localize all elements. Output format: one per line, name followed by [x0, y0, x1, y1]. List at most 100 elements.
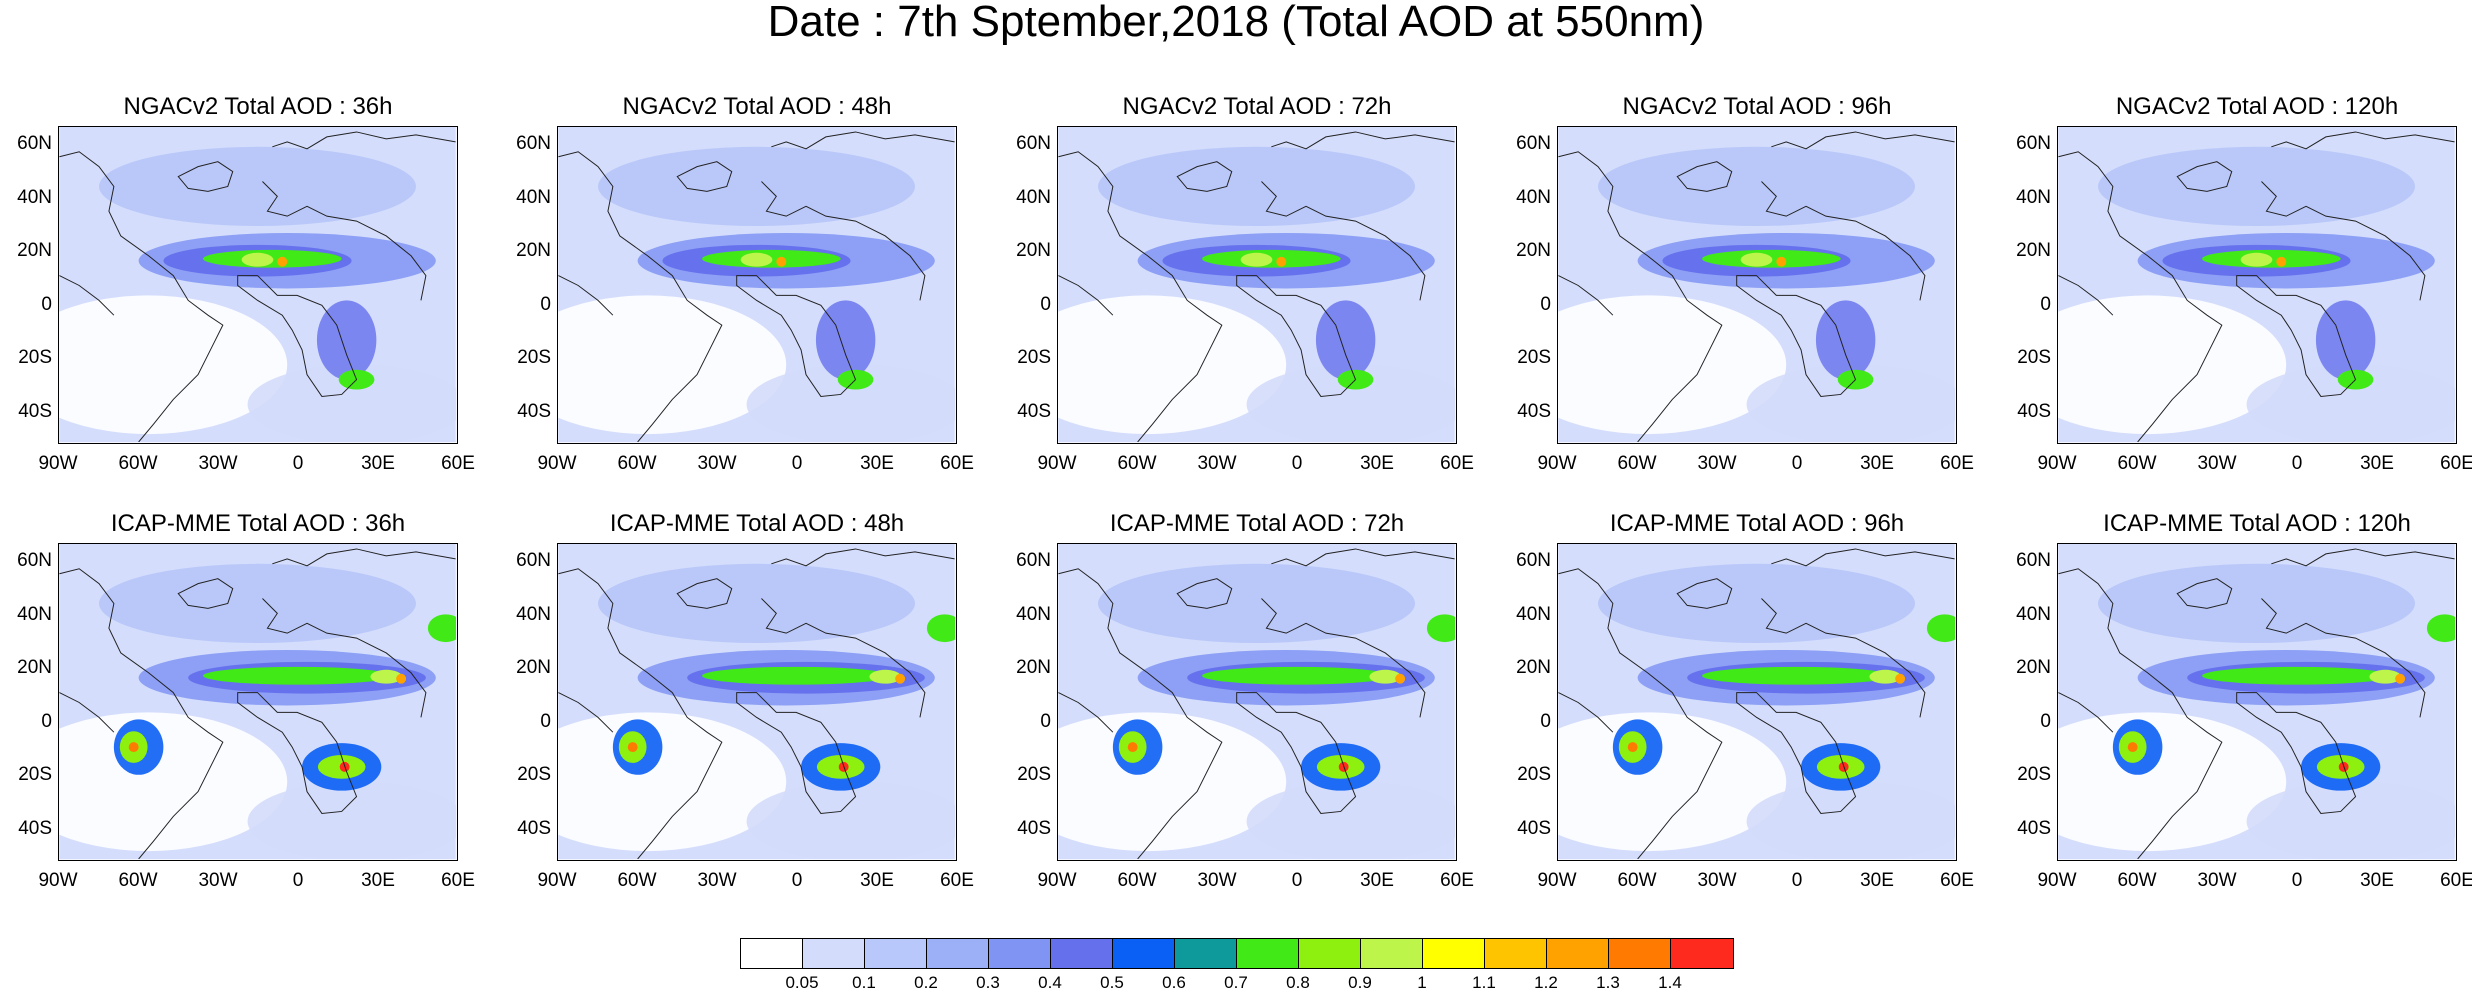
- lat-tick-label: 40N: [1516, 603, 1551, 625]
- lon-tick-label: 0: [292, 870, 304, 891]
- lat-tick-label: 0: [41, 293, 52, 315]
- lon-tick-label: 30W: [697, 870, 737, 891]
- lon-tick-label: 60E: [441, 870, 475, 891]
- map-panel: ICAP-MME Total AOD : 120h 60N 40N 20N 0 20S 40…: [2016, 509, 2472, 924]
- lon-tick-label: 60W: [1617, 453, 1657, 474]
- colorbar-label: 0.7: [1224, 973, 1248, 992]
- colorbar-label: 0.9: [1348, 973, 1372, 992]
- panel-title: ICAP-MME Total AOD : 48h: [609, 510, 905, 537]
- lon-tick-label: 30W: [697, 453, 737, 474]
- colorbar-label: 1.3: [1596, 973, 1620, 992]
- lon-tick-label: 60W: [118, 870, 158, 891]
- colorbar-swatch: [1671, 939, 1733, 968]
- colorbar-swatch: [1609, 939, 1671, 968]
- panel-title: ICAP-MME Total AOD : 36h: [110, 510, 406, 537]
- colorbar-label: 1: [1417, 973, 1427, 992]
- lon-tick-label: 30W: [198, 453, 238, 474]
- lon-tick-label: 30W: [1197, 870, 1237, 891]
- colorbar: [740, 938, 1734, 969]
- lat-tick-label: 60N: [17, 550, 52, 571]
- lon-tick-label: 30E: [860, 453, 894, 474]
- lat-tick-label: 40S: [1517, 400, 1551, 422]
- lon-tick-label: 60W: [118, 453, 158, 474]
- aod-map: [2057, 126, 2457, 444]
- aod-map-svg: [1058, 127, 1455, 442]
- lat-tick-label: 40S: [1017, 400, 1051, 422]
- lat-tick-label: 20N: [516, 657, 551, 678]
- lon-tick-label: 0: [791, 453, 803, 474]
- colorbar-label: 0.3: [976, 973, 1000, 992]
- lon-tick-label: 90W: [38, 870, 78, 891]
- colorbar-swatch: [1547, 939, 1609, 968]
- aod-map: [2057, 543, 2457, 861]
- lon-tick-label: 0: [2291, 870, 2303, 891]
- lon-tick-label: 60E: [2440, 453, 2472, 474]
- colorbar-swatch: [1175, 939, 1237, 968]
- lon-tick-label: 60E: [441, 453, 475, 474]
- lon-tick-label: 30W: [2197, 870, 2237, 891]
- lon-tick-label: 0: [2291, 453, 2303, 474]
- lon-tick-label: 30E: [2360, 453, 2394, 474]
- lat-tick-label: 20N: [2016, 657, 2051, 678]
- lat-tick-label: 40N: [1016, 603, 1051, 625]
- lon-tick-label: 60E: [2440, 870, 2472, 891]
- aod-map-svg: [558, 127, 955, 442]
- panel-title: ICAP-MME Total AOD : 120h: [2103, 510, 2411, 537]
- map-panel: NGACv2 Total AOD : 36h 60N 40N 20N 0 20S 40S 90…: [17, 92, 475, 507]
- lat-tick-label: 60N: [516, 133, 551, 154]
- lon-tick-label: 60W: [1117, 453, 1157, 474]
- colorbar-labels: 0.05 0.1 0.2 0.3 0.4 0.5 0.6 0.7 0.8 0.9 1 1.1 1.2 1.…: [740, 973, 1732, 995]
- panel-title: ICAP-MME Total AOD : 72h: [1109, 510, 1405, 537]
- panel-title: ICAP-MME Total AOD : 96h: [1609, 510, 1905, 537]
- lat-tick-label: 60N: [17, 133, 52, 154]
- lat-tick-label: 20S: [1517, 764, 1551, 785]
- aod-map: [1557, 543, 1957, 861]
- lon-tick-label: 60E: [940, 870, 974, 891]
- panel-title: NGACv2 Total AOD : 36h: [123, 93, 393, 120]
- lon-tick-label: 0: [292, 453, 304, 474]
- lat-tick-label: 20N: [17, 240, 52, 261]
- lon-tick-label: 0: [1291, 453, 1303, 474]
- colorbar-swatch: [1423, 939, 1485, 968]
- lat-tick-label: 40S: [18, 817, 52, 839]
- aod-map-svg: [1558, 127, 1955, 442]
- lat-tick-label: 20S: [2017, 347, 2051, 368]
- lon-tick-label: 90W: [1037, 453, 1077, 474]
- colorbar-swatch: [803, 939, 865, 968]
- panel-title: NGACv2 Total AOD : 72h: [1122, 93, 1392, 120]
- aod-map: [1557, 126, 1957, 444]
- lon-tick-label: 60E: [1440, 453, 1474, 474]
- lat-tick-label: 40N: [2016, 186, 2051, 208]
- lat-tick-label: 20S: [1517, 347, 1551, 368]
- lon-tick-label: 30E: [1360, 870, 1394, 891]
- colorbar-label: 1.1: [1472, 973, 1496, 992]
- lon-tick-label: 60E: [940, 453, 974, 474]
- colorbar-swatch: [1113, 939, 1175, 968]
- lon-tick-label: 60W: [2117, 870, 2157, 891]
- lat-tick-label: 40N: [516, 186, 551, 208]
- lon-tick-label: 30E: [1360, 453, 1394, 474]
- lat-tick-label: 0: [1540, 293, 1551, 315]
- aod-map: [58, 126, 458, 444]
- lat-tick-label: 20N: [1016, 240, 1051, 261]
- lat-tick-label: 0: [540, 293, 551, 315]
- lon-tick-label: 30W: [198, 870, 238, 891]
- lon-tick-label: 60E: [1940, 453, 1974, 474]
- lat-tick-label: 20N: [2016, 240, 2051, 261]
- lat-tick-label: 40S: [2017, 400, 2051, 422]
- colorbar-swatch: [865, 939, 927, 968]
- map-panel: NGACv2 Total AOD : 120h 60N 40N 20N 0 20S 40S 9…: [2016, 92, 2472, 507]
- lon-tick-label: 0: [1791, 453, 1803, 474]
- lat-tick-label: 20N: [516, 240, 551, 261]
- colorbar-swatch: [1485, 939, 1547, 968]
- colorbar-label: 1.2: [1534, 973, 1558, 992]
- colorbar-label: 1.4: [1658, 973, 1682, 992]
- lon-tick-label: 90W: [537, 870, 577, 891]
- colorbar-swatch: [741, 939, 803, 968]
- lon-tick-label: 90W: [1037, 870, 1077, 891]
- map-panel: ICAP-MME Total AOD : 96h 60N 40N 20N 0 20S 40S…: [1516, 509, 1974, 924]
- lon-tick-label: 90W: [1537, 453, 1577, 474]
- lon-tick-label: 0: [1291, 870, 1303, 891]
- lon-tick-label: 90W: [1537, 870, 1577, 891]
- lat-tick-label: 20S: [2017, 764, 2051, 785]
